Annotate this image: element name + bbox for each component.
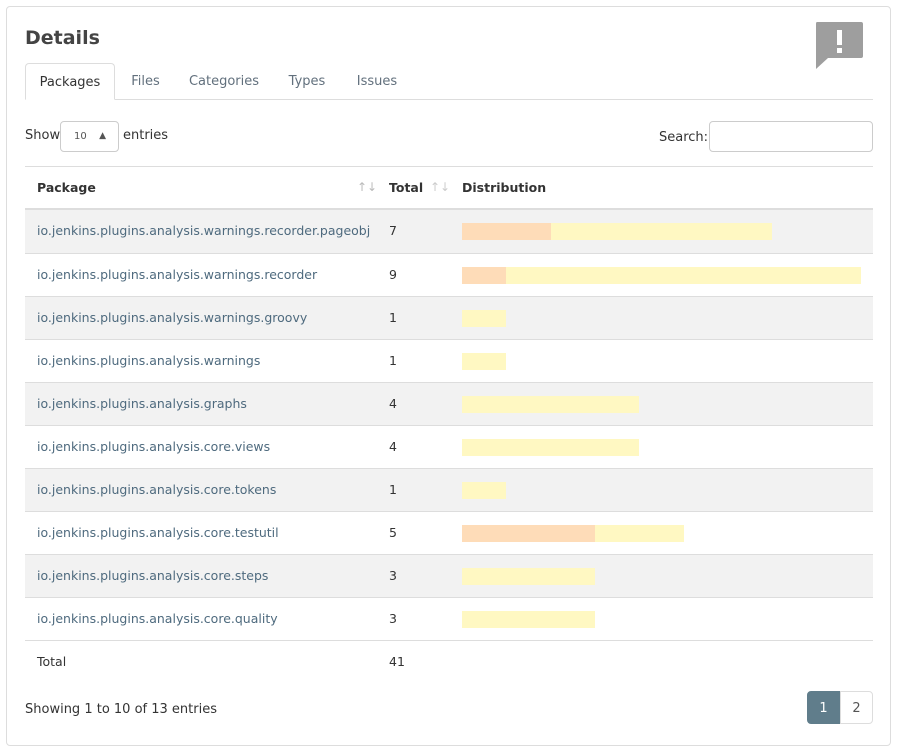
package-link[interactable]: io.jenkins.plugins.analysis.core.steps xyxy=(37,568,269,583)
total: 7 xyxy=(389,223,397,238)
tab[interactable]: Files xyxy=(131,74,160,89)
table-row: io.jenkins.plugins.analysis.core.steps 3 xyxy=(25,554,873,597)
sort-icon[interactable]: ↑↓ xyxy=(430,180,451,194)
table-row: io.jenkins.plugins.analysis.warnings.rec… xyxy=(25,210,873,253)
title: Details xyxy=(25,27,100,49)
distribution-bar xyxy=(506,267,861,284)
column-header: Distribution xyxy=(462,180,547,195)
tab-line xyxy=(25,99,873,100)
distribution-bar xyxy=(462,525,595,542)
package-link[interactable]: io.jenkins.plugins.analysis.core.views xyxy=(37,439,271,454)
table-row: io.jenkins.plugins.analysis.core.tokens 1 xyxy=(25,468,873,511)
table-row: io.jenkins.plugins.analysis.warnings 1 xyxy=(25,339,873,382)
warning-icon xyxy=(816,22,863,69)
distribution-bar xyxy=(462,611,595,628)
page-button[interactable]: 2 xyxy=(840,691,873,724)
package-link[interactable]: io.jenkins.plugins.analysis.warnings xyxy=(37,353,261,368)
table-row: io.jenkins.plugins.analysis.core.quality… xyxy=(25,597,873,640)
package-link[interactable]: io.jenkins.plugins.analysis.warnings.rec… xyxy=(37,223,371,238)
distribution-bar xyxy=(462,568,595,585)
tab[interactable]: Categories xyxy=(188,74,260,89)
table-row: io.jenkins.plugins.analysis.graphs 4 xyxy=(25,382,873,425)
page-size-select[interactable]: 10 ▲ xyxy=(60,121,119,152)
total: 3 xyxy=(389,611,397,626)
package-link[interactable]: io.jenkins.plugins.analysis.core.tokens xyxy=(37,482,277,497)
total: 4 xyxy=(389,439,397,454)
total: 1 xyxy=(389,353,397,368)
package-link[interactable]: io.jenkins.plugins.analysis.core.quality xyxy=(37,611,278,626)
sort-icon[interactable]: ↑↓ xyxy=(357,180,378,194)
package-link[interactable]: io.jenkins.plugins.analysis.warnings.rec… xyxy=(37,267,318,282)
distribution-bar xyxy=(462,267,507,284)
entries-label: entries xyxy=(123,128,169,143)
search-label: Search: xyxy=(659,130,709,145)
table-row: io.jenkins.plugins.analysis.warnings.rec… xyxy=(25,253,873,296)
tab[interactable]: Packages xyxy=(25,63,115,100)
distribution-bar xyxy=(462,439,640,456)
total: 9 xyxy=(389,267,397,282)
tab[interactable]: Types xyxy=(288,74,326,89)
distribution-bar xyxy=(550,223,773,240)
total-sum: 41 xyxy=(389,654,405,669)
page-button[interactable]: 1 xyxy=(807,691,840,724)
package-link[interactable]: io.jenkins.plugins.analysis.graphs xyxy=(37,396,247,411)
distribution-bar xyxy=(462,353,507,370)
total: 5 xyxy=(389,525,397,540)
total-label: Total xyxy=(37,654,67,669)
distribution-bar xyxy=(462,223,551,240)
table-row: io.jenkins.plugins.analysis.warnings.gro… xyxy=(25,296,873,339)
distribution-bar xyxy=(462,482,507,499)
table-footer: Total 41 xyxy=(25,640,873,683)
search-input[interactable] xyxy=(709,121,873,152)
show-label: Show xyxy=(25,128,61,143)
package-link[interactable]: io.jenkins.plugins.analysis.warnings.gro… xyxy=(37,310,308,325)
total: 4 xyxy=(389,396,397,411)
package-link[interactable]: io.jenkins.plugins.analysis.core.testuti… xyxy=(37,525,279,540)
tab[interactable]: Issues xyxy=(356,74,398,89)
total: 3 xyxy=(389,568,397,583)
distribution-bar xyxy=(595,525,684,542)
page-size: 10 xyxy=(74,131,87,142)
info: Showing 1 to 10 of 13 entries xyxy=(25,702,217,717)
column-header[interactable]: Package xyxy=(37,180,96,195)
card xyxy=(6,6,891,746)
table-header xyxy=(25,166,873,210)
total: 1 xyxy=(389,310,397,325)
table-row: io.jenkins.plugins.analysis.core.testuti… xyxy=(25,511,873,554)
column-header[interactable]: Total xyxy=(389,180,424,195)
total: 1 xyxy=(389,482,397,497)
distribution-bar xyxy=(462,310,507,327)
table-row: io.jenkins.plugins.analysis.core.views 4 xyxy=(25,425,873,468)
distribution-bar xyxy=(462,396,640,413)
